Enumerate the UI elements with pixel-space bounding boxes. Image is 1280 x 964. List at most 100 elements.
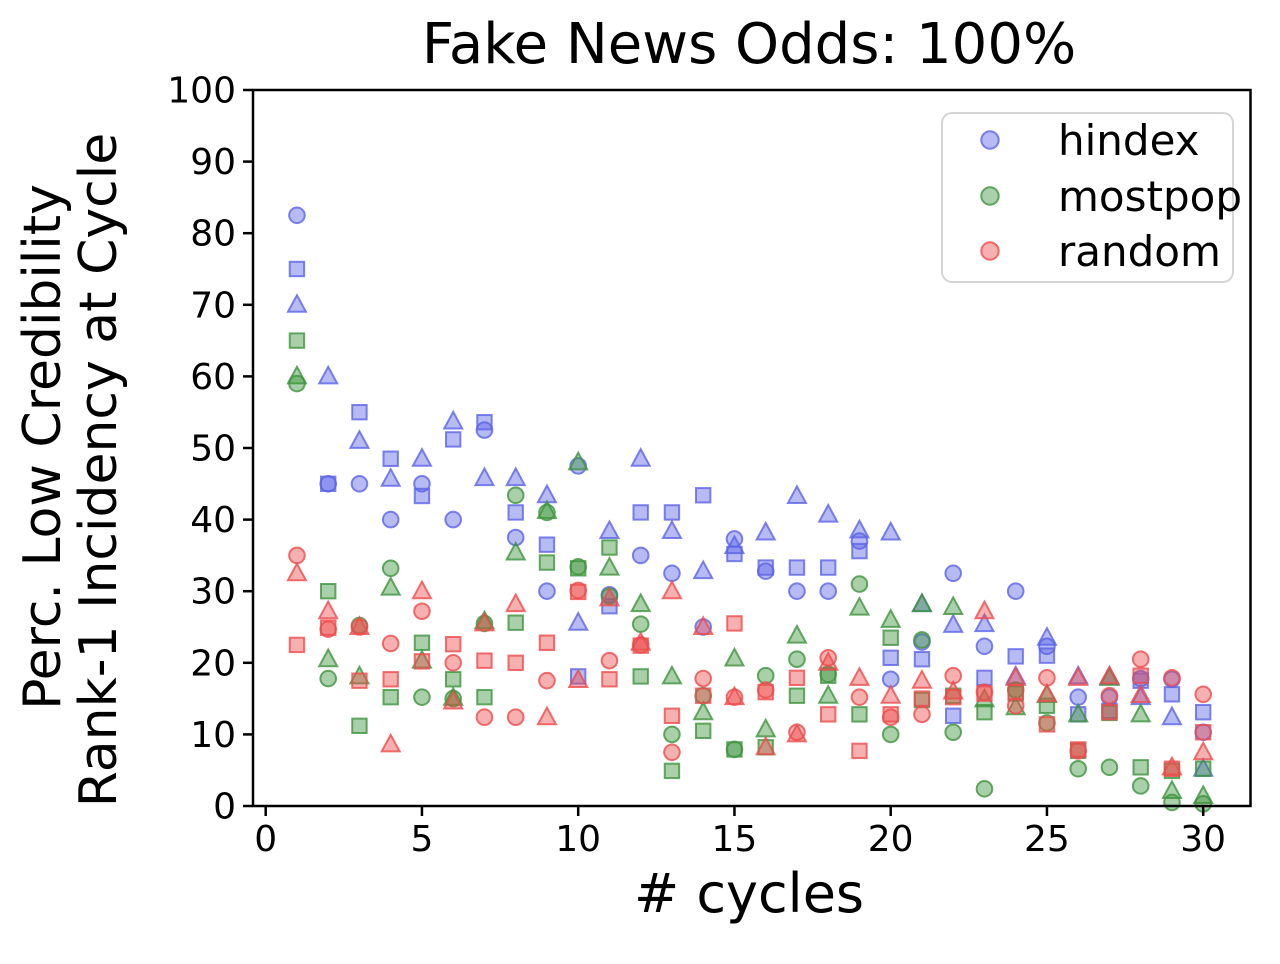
random-square-marker [601, 671, 618, 688]
hindex-triangle-marker [973, 612, 996, 633]
mostpop-square-marker [726, 741, 743, 758]
hindex-square-marker [882, 649, 899, 666]
y-tick-label: 30 [190, 572, 236, 613]
hindex-circle-marker [663, 564, 681, 583]
hindex-circle-marker [538, 582, 556, 601]
mostpop-circle-marker [1069, 759, 1087, 778]
random-triangle-marker [661, 579, 683, 600]
mostpop-square-marker [413, 634, 431, 651]
random-triangle-marker [380, 732, 402, 753]
random-circle-marker [444, 654, 463, 672]
mostpop-square-marker [820, 667, 837, 684]
hindex-square-marker [913, 651, 931, 668]
hindex-circle-marker [975, 637, 994, 656]
random-triangle-marker [1192, 740, 1214, 761]
random-triangle-marker [1130, 683, 1152, 704]
hindex-triangle-marker [755, 520, 777, 541]
random-circle-marker [1100, 686, 1119, 705]
random-triangle-marker [505, 592, 527, 613]
x-tick-label: 5 [410, 819, 433, 860]
mostpop-triangle-marker [505, 540, 527, 561]
random-triangle-marker [598, 586, 621, 607]
hindex-square-marker [788, 559, 806, 576]
mostpop-square-marker [663, 762, 681, 780]
random-square-marker [320, 619, 337, 636]
mostpop-square-marker [601, 539, 618, 556]
hindex-square-marker [445, 431, 462, 448]
x-tick-label: 20 [868, 819, 914, 860]
legend-marker-1 [980, 186, 1000, 206]
random-circle-marker [663, 743, 681, 762]
hindex-triangle-marker [380, 467, 402, 487]
random-triangle-marker [848, 666, 871, 686]
random-square-marker [1038, 716, 1056, 733]
random-square-marker [1195, 724, 1212, 741]
hindex-circle-marker [819, 582, 838, 601]
hindex-triangle-marker [661, 519, 683, 540]
random-square-marker [382, 671, 399, 688]
hindex-triangle-marker [348, 429, 371, 449]
hindex-triangle-marker [723, 534, 746, 555]
random-square-marker [413, 653, 431, 670]
mostpop-square-marker [538, 554, 556, 571]
hindex-square-marker [632, 504, 649, 521]
mostpop-circle-marker [944, 723, 963, 742]
random-square-marker [851, 742, 868, 760]
mostpop-circle-marker [788, 650, 806, 669]
legend-marker-2 [980, 241, 1000, 261]
mostpop-square-marker [570, 560, 587, 577]
hindex-square-marker [538, 536, 556, 553]
random-triangle-marker [817, 651, 839, 671]
hindex-square-marker [945, 707, 962, 724]
y-tick-label: 0 [213, 787, 236, 828]
hindex-triangle-marker [442, 409, 464, 430]
x-tick-label: 15 [712, 819, 758, 860]
mostpop-circle-marker [663, 725, 681, 744]
hindex-circle-marker [631, 546, 650, 565]
hindex-square-marker [757, 559, 774, 576]
random-circle-marker [506, 708, 525, 727]
hindex-square-marker [976, 669, 993, 687]
x-tick-label: 30 [1180, 819, 1226, 860]
random-circle-marker [600, 651, 619, 670]
mostpop-triangle-marker [692, 700, 714, 721]
hindex-triangle-marker [942, 613, 964, 633]
mostpop-circle-marker [1131, 777, 1150, 795]
random-square-marker [1132, 667, 1149, 684]
mostpop-triangle-marker [630, 592, 652, 613]
hindex-square-marker [1007, 648, 1024, 665]
mostpop-triangle-marker [1192, 784, 1214, 804]
random-triangle-marker [1161, 755, 1183, 776]
random-triangle-marker [786, 722, 808, 743]
hindex-square-marker [1195, 704, 1212, 721]
mostpop-triangle-marker [723, 646, 746, 667]
mostpop-triangle-marker [598, 555, 621, 576]
random-triangle-marker [411, 579, 433, 600]
legend: hindex mostpop random [941, 112, 1242, 283]
random-triangle-marker [973, 599, 996, 620]
hindex-circle-marker [1006, 582, 1025, 601]
random-circle-marker [1194, 685, 1212, 704]
mostpop-circle-marker [975, 780, 994, 798]
mostpop-square-marker [1195, 760, 1212, 777]
mostpop-square-marker [382, 688, 399, 706]
mostpop-triangle-marker [286, 364, 308, 385]
hindex-triangle-marker [848, 518, 871, 539]
hindex-triangle-marker [1036, 626, 1058, 646]
random-circle-marker [413, 602, 431, 621]
mostpop-triangle-marker [817, 684, 839, 704]
hindex-square-marker [1038, 647, 1056, 664]
mostpop-circle-marker [413, 688, 431, 706]
y-axis-label-line1: Perc. Low Credibility [13, 184, 73, 710]
hindex-square-marker [695, 487, 712, 504]
mostpop-square-marker [1132, 759, 1149, 776]
random-circle-marker [475, 708, 494, 727]
legend-label-1: mostpop [1058, 172, 1242, 221]
mostpop-triangle-marker [661, 664, 683, 685]
hindex-circle-marker [944, 564, 963, 583]
hindex-triangle-marker [411, 447, 433, 467]
random-triangle-marker [286, 561, 308, 582]
hindex-circle-marker [413, 475, 431, 493]
random-square-marker [1101, 704, 1118, 721]
